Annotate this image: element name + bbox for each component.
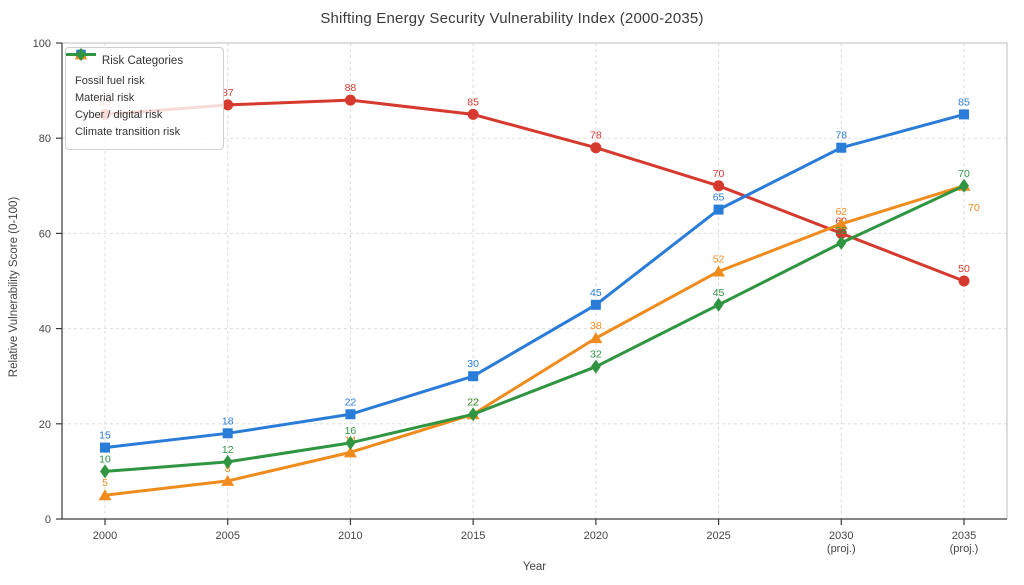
data-point-label: 85 — [467, 96, 479, 108]
data-point-label: 85 — [958, 96, 970, 108]
square-marker-icon — [959, 109, 969, 120]
data-point-label: 52 — [713, 253, 725, 265]
data-point-label: 8 — [225, 463, 231, 475]
plot-border — [61, 42, 1008, 520]
series-line — [103, 98, 966, 283]
data-point-label: 22 — [345, 396, 357, 408]
data-point-label: 87 — [222, 87, 234, 99]
diamond-marker-icon — [590, 359, 601, 374]
circle-marker-icon — [835, 227, 847, 239]
legend-items: Fossil fuel risk Material risk Cyber / dig… — [66, 48, 210, 140]
diamond-marker-icon — [713, 297, 724, 312]
x-tick-label: 2005 — [215, 530, 239, 542]
series-climate-transition-risk: 10 12 16 22 32 45 58 70 — [99, 168, 970, 479]
chart-title: Shifting Energy Security Vulnerability I… — [320, 10, 704, 27]
data-point-label: 62 — [835, 206, 847, 218]
circle-marker-icon — [222, 99, 234, 111]
data-point-label: 58 — [835, 225, 847, 237]
data-point-label: 18 — [222, 415, 234, 427]
climate-transition-risk-legend-marker-icon — [66, 48, 96, 61]
circle-marker-icon — [713, 180, 725, 192]
legend-item-label: Material risk — [75, 91, 135, 104]
diamond-marker-icon — [959, 178, 969, 193]
y-tick-label: 0 — [45, 514, 51, 526]
data-point-label: 70 — [968, 202, 980, 214]
legend-item-label: Climate transition risk — [75, 125, 181, 138]
x-axis-label: Year — [522, 561, 547, 573]
data-point-label: 78 — [835, 130, 847, 142]
series-line — [103, 184, 966, 497]
diamond-marker-icon — [76, 48, 86, 61]
data-point-label: 16 — [345, 425, 357, 437]
data-point-label: 88 — [345, 82, 357, 94]
x-tick-label: 2030 (proj.) — [827, 530, 856, 555]
square-marker-icon — [836, 142, 847, 153]
triangle-marker-icon — [834, 217, 848, 229]
legend-item-label: Cyber / digital risk — [75, 108, 163, 121]
triangle-marker-icon — [343, 446, 357, 458]
series-line — [103, 112, 966, 450]
x-tick-label: 2035 (proj.) — [950, 530, 979, 555]
square-marker-icon — [713, 204, 724, 215]
circle-marker-icon — [958, 275, 970, 287]
data-point-label: 32 — [590, 349, 602, 361]
square-marker-icon — [468, 371, 479, 382]
data-point-label: 70 — [958, 168, 970, 180]
y-axis-label: Relative Vulnerability Score (0-100) — [8, 196, 20, 378]
legend-item-cyber-digital-risk: Cyber / digital risk — [66, 48, 210, 123]
y-tick-label: 20 — [39, 419, 51, 431]
x-tick-label: 2020 — [584, 530, 608, 542]
circle-marker-icon — [344, 94, 356, 106]
legend-title: Risk Categories — [101, 55, 184, 67]
data-point-label: 65 — [713, 192, 725, 204]
diamond-marker-icon — [222, 454, 233, 469]
triangle-marker-icon — [221, 474, 235, 486]
square-marker-icon — [590, 299, 601, 310]
circle-marker-icon — [467, 108, 479, 120]
y-tick-label: 80 — [39, 133, 51, 145]
legend-item-climate-transition-risk: Climate transition risk — [66, 48, 210, 140]
legend-item-material-risk: Material risk — [66, 49, 210, 106]
x-tick-label: 2000 — [93, 530, 117, 542]
y-tick-label: 40 — [39, 324, 51, 336]
y-tick-label: 60 — [39, 228, 51, 240]
data-point-label: 15 — [99, 430, 111, 442]
data-point-label: 50 — [958, 263, 970, 275]
data-point-label: 45 — [590, 287, 602, 299]
diamond-marker-icon — [100, 464, 110, 479]
legend: Risk Categories Fossil fuel risk Material… — [65, 47, 224, 150]
triangle-marker-icon — [712, 265, 726, 277]
data-point-label: 78 — [590, 130, 602, 142]
series-material-risk: 15 18 22 30 45 65 78 85 — [99, 96, 970, 453]
data-point-label: 22 — [467, 396, 479, 408]
y-tick-label: 100 — [33, 38, 51, 50]
axes: 0 20 40 60 80 100 2000 2005 2010 2015 2020 2025 2030… — [33, 38, 979, 555]
series-fossil-fuel-risk: 8587888578706050 — [99, 82, 970, 287]
x-tick-label: 2010 — [338, 530, 362, 542]
data-point-label: 38 — [590, 320, 602, 332]
triangle-marker-icon — [589, 332, 603, 344]
circle-marker-icon — [590, 142, 602, 154]
data-point-label: 10 — [99, 453, 111, 465]
diamond-marker-icon — [836, 235, 847, 250]
diamond-marker-icon — [468, 407, 479, 422]
x-tick-label: 2025 — [706, 530, 730, 542]
data-point-label: 70 — [713, 168, 725, 180]
data-point-label: 5 — [102, 477, 108, 489]
legend-item-fossil-fuel-risk: Fossil fuel risk — [66, 49, 210, 89]
data-point-label: 22 — [467, 396, 479, 408]
data-point-label: 30 — [467, 358, 479, 370]
diamond-marker-icon — [345, 435, 356, 450]
square-marker-icon — [222, 428, 233, 439]
square-marker-icon — [100, 442, 110, 453]
series-line — [103, 184, 966, 473]
square-marker-icon — [345, 409, 356, 420]
legend-item-label: Fossil fuel risk — [75, 74, 145, 87]
data-point-label: 12 — [222, 444, 234, 456]
x-tick-label: 2015 — [461, 530, 485, 542]
data-point-label: 45 — [713, 287, 725, 299]
triangle-marker-icon — [98, 489, 112, 501]
